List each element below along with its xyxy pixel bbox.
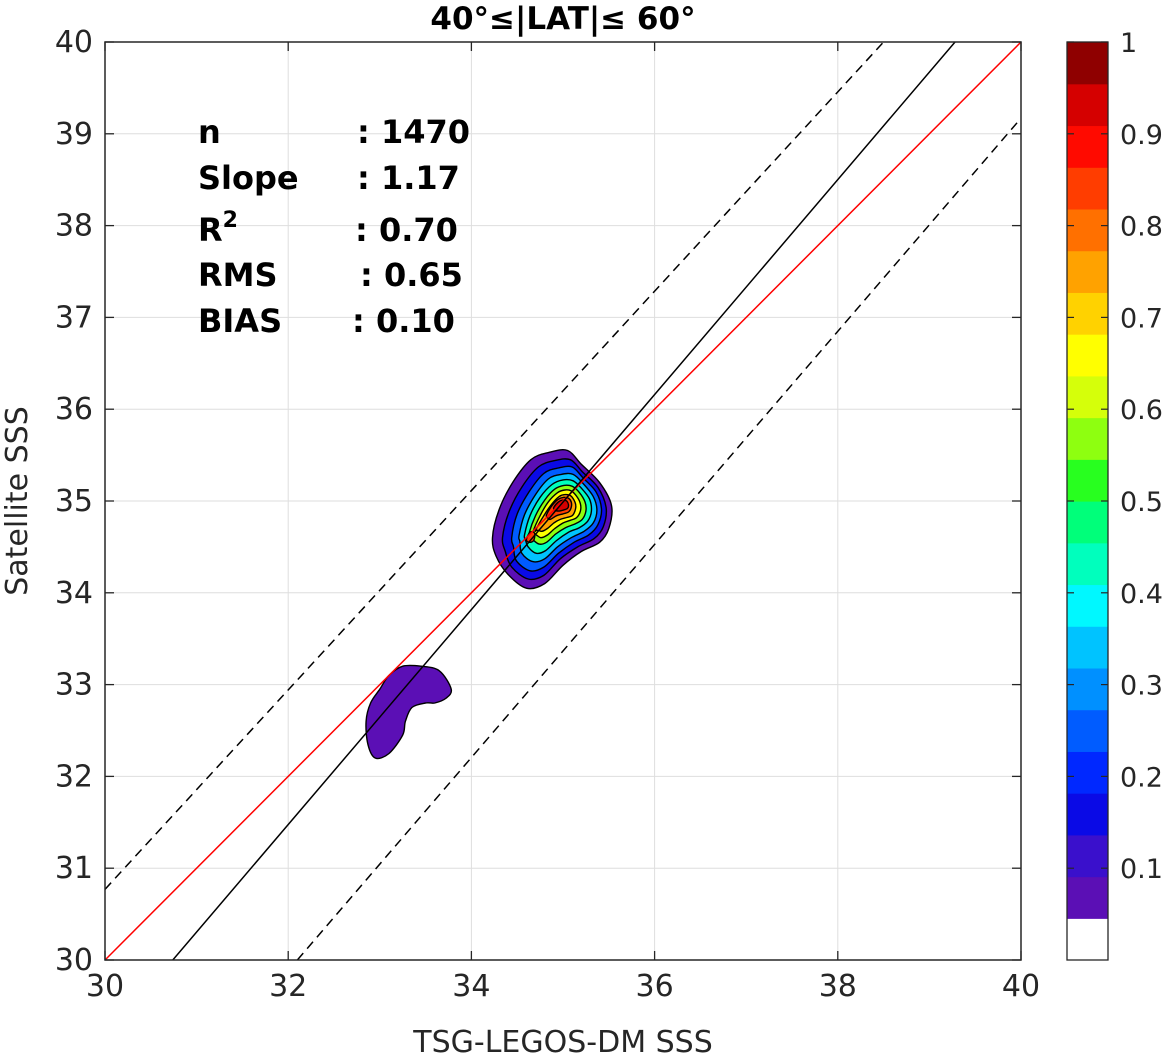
stat-value-0: : 1470 [357, 113, 470, 151]
colorbar-segment-2 [1067, 834, 1108, 878]
colorbar-segment-1 [1067, 876, 1108, 919]
y-tick-label-34: 34 [55, 576, 93, 611]
colorbar-segment-11 [1067, 459, 1108, 502]
colorbar-label-0.6: 0.6 [1120, 395, 1163, 426]
stats-annotation: n : 1470 Slope : 1.17 R2 : 0.70 RMS : 0.65 BIAS:… [198, 113, 470, 340]
axis-ticks: 30 32 34 36 38 40 30 31 32 33 34 35 36 37 38 39 40 [55, 25, 1040, 1004]
y-tick-label-33: 33 [55, 668, 93, 703]
reference-line-black-dashed-3 [296, 117, 1021, 960]
reference-line-black-dashed-2 [105, 42, 885, 890]
chart-title: 40°≤|LAT|≤ 60° [430, 1, 695, 37]
contour-fills [365, 449, 613, 760]
colorbar-segment-21 [1067, 42, 1108, 85]
colorbar-segment-14 [1067, 334, 1108, 377]
y-tick-label-37: 37 [55, 300, 93, 335]
colorbar-label-0.8: 0.8 [1120, 212, 1163, 243]
x-tick-label-36: 36 [636, 969, 674, 1004]
colorbar-segment-20 [1067, 83, 1108, 127]
contour-level-0 [365, 664, 453, 760]
colorbar-label-0.9: 0.9 [1120, 120, 1163, 151]
colorbar-label-0.3: 0.3 [1120, 671, 1163, 702]
stat-name-1: Slope [198, 159, 299, 197]
stat-name-0: n [198, 113, 221, 151]
colorbar-segment-5 [1067, 709, 1108, 752]
colorbar-segment-10 [1067, 501, 1108, 544]
colorbar-segment-0 [1067, 918, 1108, 961]
y-tick-label-35: 35 [55, 484, 93, 519]
y-tick-label-31: 31 [55, 851, 93, 886]
colorbar-segment-19 [1067, 125, 1108, 168]
colorbar-segment-18 [1067, 167, 1108, 210]
colorbar-segment-16 [1067, 250, 1108, 293]
colorbar-segment-13 [1067, 375, 1108, 419]
colorbar-label-0.4: 0.4 [1120, 579, 1163, 610]
x-tick-label-40: 40 [1002, 969, 1040, 1004]
stat-value-1: : 1.17 [357, 159, 460, 197]
colorbar-segment-8 [1067, 584, 1108, 627]
colorbar-label-0.2: 0.2 [1120, 762, 1163, 793]
y-tick-label-40: 40 [55, 25, 93, 60]
colorbar-segment-4 [1067, 751, 1108, 794]
stat-value-2: : 0.70 [355, 211, 458, 249]
stat-name-4: BIAS [198, 302, 282, 340]
colorbar-segment-9 [1067, 542, 1108, 586]
colorbar-segment-12 [1067, 417, 1108, 460]
colorbar-label-0.7: 0.7 [1120, 303, 1163, 334]
stat-name-2: R2 [198, 208, 238, 249]
x-tick-label-38: 38 [819, 969, 857, 1004]
colorbar-segment-15 [1067, 292, 1108, 335]
colorbar-segment-3 [1067, 793, 1108, 836]
y-tick-label-32: 32 [55, 759, 93, 794]
colorbar-label-0.1: 0.1 [1120, 854, 1163, 885]
reference-lines [105, 42, 1021, 960]
y-axis-title: Satellite SSS [0, 406, 35, 596]
colorbar-segment-7 [1067, 626, 1108, 669]
colorbar: 0.1 0.2 0.3 0.4 0.5 0.6 0.7 0.8 0.9 1 [1066, 28, 1163, 961]
reference-line-black-solid-1 [172, 42, 956, 960]
y-tick-label-36: 36 [55, 392, 93, 427]
colorbar-segment-6 [1067, 667, 1108, 711]
y-tick-label-39: 39 [55, 117, 93, 152]
x-tick-label-34: 34 [452, 969, 490, 1004]
x-axis-title: TSG-LEGOS-DM SSS [412, 1025, 713, 1055]
stat-name-3: RMS [198, 256, 278, 294]
y-tick-label-38: 38 [55, 209, 93, 244]
x-tick-label-30: 30 [86, 969, 124, 1004]
y-tick-label-30: 30 [55, 943, 93, 978]
stat-value-4: : 0.10 [352, 302, 455, 340]
colorbar-label-1: 1 [1120, 28, 1137, 59]
colorbar-segment-17 [1067, 208, 1108, 252]
stat-value-3: : 0.65 [360, 256, 463, 294]
colorbar-label-0.5: 0.5 [1120, 487, 1163, 518]
x-tick-label-32: 32 [269, 969, 307, 1004]
